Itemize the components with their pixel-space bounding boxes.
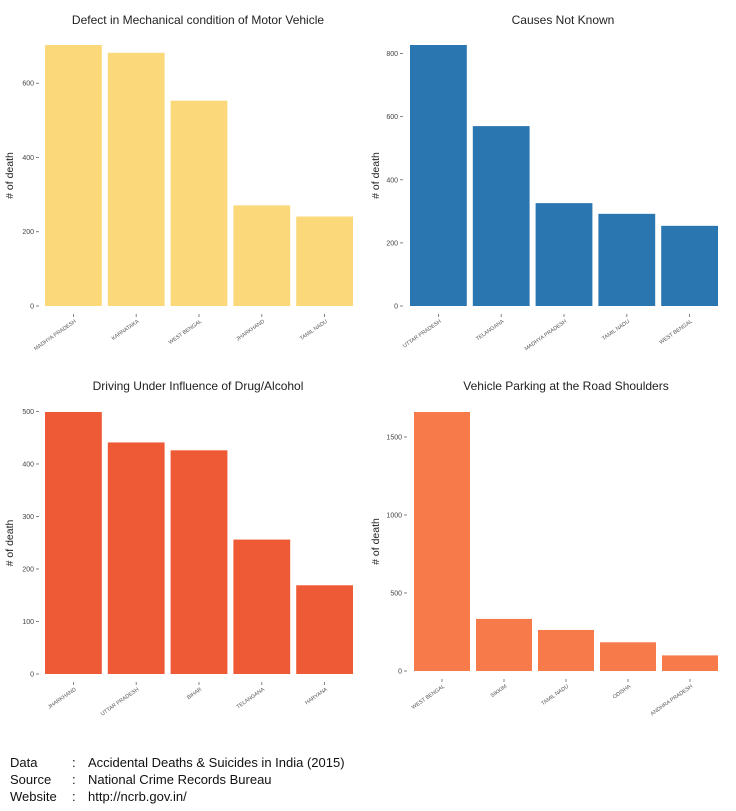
chart-title: Vehicle Parking at the Road Shoulders (463, 379, 668, 393)
chart-panel-3: Driving Under Influence of Drug/Alcohol #… (4, 379, 353, 718)
x-tick-label: UTTAR PRADESH (402, 319, 442, 350)
y-tick-label: 600 (22, 81, 34, 88)
y-tick-label: 100 (22, 619, 34, 626)
bar (472, 126, 530, 306)
x-tick-label: TAMIL NADU (540, 684, 570, 707)
bar (296, 585, 353, 674)
y-tick-label: 0 (398, 669, 402, 676)
x-tick-label: HARYANA (304, 686, 329, 706)
y-tick-label: 200 (22, 229, 34, 236)
y-tick-label: 1500 (386, 434, 402, 441)
x-tick-label: ODISHA (612, 683, 633, 700)
footer-website-link[interactable]: http://ncrb.gov.in/ (88, 789, 187, 804)
bar (233, 539, 291, 674)
y-tick-label: 600 (386, 114, 398, 121)
x-tick-label: JHARKHAND (236, 319, 267, 343)
chart-panel-1: Defect in Mechanical condition of Motor … (4, 13, 353, 352)
chart-panel-4: Vehicle Parking at the Road Shoulders # o… (370, 379, 718, 717)
footer-source-value: National Crime Records Bureau (88, 772, 272, 787)
x-tick-label: TELANGANA (475, 318, 506, 342)
footer-source-key: Source (10, 772, 52, 787)
x-tick-label: TAMIL NADU (299, 319, 329, 342)
chart-title: Defect in Mechanical condition of Motor … (72, 13, 324, 27)
chart-title: Driving Under Influence of Drug/Alcohol (93, 379, 304, 393)
chart-grid: Defect in Mechanical condition of Motor … (4, 13, 718, 718)
footer-data-key: Data (10, 755, 38, 770)
footer-website-key: Website (10, 789, 57, 804)
x-tick-label: WEST BENGAL (658, 319, 693, 346)
bar (598, 213, 656, 306)
bar (600, 642, 656, 671)
bar (233, 205, 291, 306)
x-tick-label: MADHYA PRADESH (33, 319, 77, 353)
bar (535, 203, 593, 306)
chart-title: Causes Not Known (512, 13, 615, 27)
bar (107, 442, 165, 674)
y-tick-label: 200 (386, 240, 398, 247)
y-tick-label: 300 (22, 514, 34, 521)
bar (45, 45, 102, 306)
x-tick-label: UTTAR PRADESH (100, 687, 140, 718)
y-tick-label: 400 (386, 177, 398, 184)
y-axis-label: # of death (370, 152, 382, 199)
x-tick-label: TELANGANA (236, 686, 267, 710)
y-tick-label: 400 (22, 155, 34, 162)
x-tick-label: ANDHRA PRADESH (650, 684, 695, 718)
bar (476, 618, 532, 671)
footer-data-value: Accidental Deaths & Suicides in India (2… (88, 755, 345, 770)
x-tick-label: JHARKHAND (47, 687, 78, 711)
bar (296, 216, 353, 306)
y-axis-label: # of death (4, 519, 16, 566)
y-tick-label: 0 (30, 672, 34, 679)
bar (661, 225, 718, 306)
source-footer: Data : Accidental Deaths & Suicides in I… (10, 754, 345, 805)
y-tick-label: 500 (390, 590, 402, 597)
bar (662, 655, 718, 671)
footer-separator: : (72, 755, 76, 770)
footer-separator: : (72, 789, 76, 804)
footer-data-line: Data : Accidental Deaths & Suicides in I… (10, 754, 345, 771)
x-tick-label: KARNATAKA (111, 318, 141, 341)
x-tick-label: WEST BENGAL (411, 684, 446, 711)
y-tick-label: 1000 (386, 512, 402, 519)
y-tick-label: 200 (22, 566, 34, 573)
x-tick-label: MADHYA PRADESH (524, 319, 568, 353)
bar (414, 412, 470, 671)
footer-website-line: Website : http://ncrb.gov.in/ (10, 788, 345, 805)
x-tick-label: TAMIL NADU (601, 319, 631, 342)
bar (410, 45, 467, 306)
bar (170, 450, 228, 674)
bar (538, 629, 594, 671)
footer-separator: : (72, 772, 76, 787)
bar (107, 52, 165, 306)
y-tick-label: 500 (22, 409, 34, 416)
x-tick-label: SIKKIM (490, 683, 509, 699)
y-axis-label: # of death (4, 152, 16, 199)
y-tick-label: 400 (22, 461, 34, 468)
y-tick-label: 0 (30, 304, 34, 311)
y-axis-label: # of death (370, 518, 382, 565)
bar (170, 100, 228, 306)
charts-canvas: Defect in Mechanical condition of Motor … (4, 13, 718, 718)
y-tick-label: 0 (394, 304, 398, 311)
x-tick-label: WEST BENGAL (168, 319, 203, 346)
footer-source-line: Source : National Crime Records Bureau (10, 771, 345, 788)
chart-panel-2: Causes Not Known # of death 0 200 400 600 800 U… (370, 13, 718, 352)
x-tick-label: BIHAR (186, 687, 203, 701)
bar (45, 412, 102, 674)
y-tick-label: 800 (386, 51, 398, 58)
